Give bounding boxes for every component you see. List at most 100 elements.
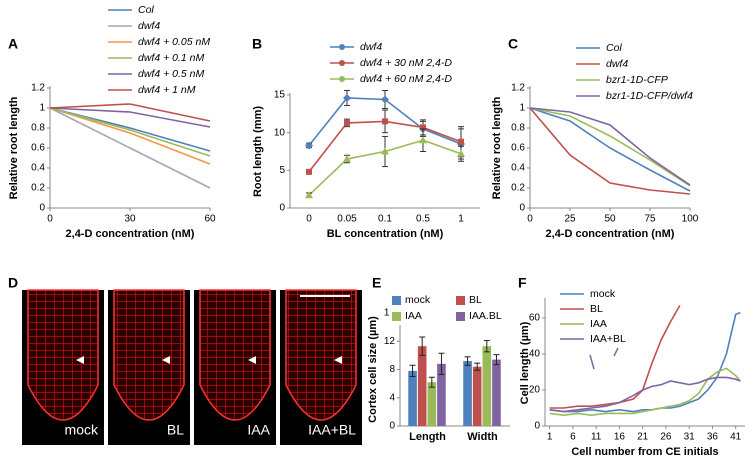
legend-marker bbox=[339, 76, 345, 82]
x-tick-label: 36 bbox=[707, 432, 719, 443]
line bbox=[49, 107, 211, 165]
y-tick-label: 0 bbox=[39, 203, 45, 214]
line bbox=[49, 107, 211, 157]
panel-letter: F bbox=[518, 275, 527, 291]
x-tick-label: 50 bbox=[604, 214, 616, 225]
y-tick-label: 0.8 bbox=[31, 123, 45, 134]
arrowhead bbox=[162, 356, 170, 364]
arrowhead bbox=[248, 356, 256, 364]
marker bbox=[305, 191, 313, 199]
legend-label: IAA.BL bbox=[469, 310, 502, 322]
legend-label: IAA bbox=[405, 310, 422, 322]
bar bbox=[417, 346, 427, 426]
x-tick-label: 0.5 bbox=[416, 214, 430, 225]
x-tick-label: Length bbox=[409, 431, 446, 443]
legend-label: dwf4 + 30 nM 2,4-D bbox=[360, 57, 452, 69]
bar bbox=[492, 359, 501, 426]
micrograph-panel: mock BL IAA IAA+BL bbox=[22, 289, 362, 445]
y-tick-label: 60 bbox=[529, 313, 541, 324]
panel-letter: B bbox=[252, 36, 262, 52]
legend-label: dwf4 + 60 nM 2,4-D bbox=[360, 73, 452, 85]
x-tick-label: 0.05 bbox=[337, 214, 357, 225]
legend-swatch bbox=[392, 312, 401, 321]
legend-label: dwf4 bbox=[138, 20, 160, 32]
y-tick-label: 40 bbox=[529, 349, 541, 360]
marker bbox=[458, 138, 464, 145]
x-tick-label: 0 bbox=[527, 214, 533, 225]
root-tip bbox=[199, 289, 271, 421]
marker bbox=[343, 155, 351, 163]
x-tick-label: 1 bbox=[458, 214, 464, 225]
legend-label: mock bbox=[590, 288, 616, 300]
bar bbox=[427, 382, 437, 426]
line bbox=[49, 107, 211, 128]
bar bbox=[437, 363, 446, 426]
y-axis-label: Relative root length bbox=[491, 96, 503, 199]
line bbox=[529, 107, 691, 187]
panel-letter: D bbox=[8, 275, 18, 291]
y-tick-label: 15 bbox=[274, 90, 286, 101]
line bbox=[529, 107, 691, 192]
y-axis-label: Root length (mm) bbox=[252, 106, 264, 197]
x-tick-label: 0 bbox=[47, 214, 53, 225]
y-tick-label: 4 bbox=[389, 392, 395, 403]
marker bbox=[306, 168, 312, 175]
y-tick-label: 20 bbox=[529, 385, 541, 396]
arrowhead bbox=[334, 356, 342, 364]
line bbox=[529, 107, 691, 195]
arrow bbox=[613, 347, 619, 357]
x-tick-label: 0.1 bbox=[378, 214, 392, 225]
bar bbox=[472, 366, 482, 426]
legend-label: bzr1-1D-CFP bbox=[606, 74, 668, 86]
legend-swatch bbox=[456, 312, 465, 321]
line bbox=[549, 311, 741, 413]
legend-label: IAA bbox=[590, 318, 607, 330]
legend-label: bzr1-1D-CFP/dwf4 bbox=[606, 90, 693, 102]
bar bbox=[482, 346, 492, 426]
y-axis-label: Relative root length bbox=[8, 96, 20, 199]
root-tip bbox=[285, 289, 357, 421]
line bbox=[49, 107, 211, 189]
y-tick-label: 0.4 bbox=[511, 163, 525, 174]
micrograph-label: IAA bbox=[247, 422, 270, 438]
x-tick-label: 25 bbox=[564, 214, 576, 225]
legend-label: IAA+BL bbox=[590, 333, 626, 345]
y-tick-label: 0.6 bbox=[31, 143, 45, 154]
x-tick-label: 0 bbox=[306, 214, 312, 225]
y-tick-label: 1.2 bbox=[511, 83, 525, 94]
legend-label: dwf4 bbox=[606, 58, 628, 70]
marker bbox=[381, 147, 389, 155]
legend-box bbox=[390, 291, 518, 325]
y-tick-label: 0 bbox=[389, 421, 395, 432]
marker bbox=[381, 95, 389, 104]
marker bbox=[382, 118, 388, 125]
y-tick-label: 0 bbox=[279, 203, 285, 214]
legend-label: BL bbox=[590, 303, 603, 315]
marker bbox=[457, 149, 465, 157]
x-tick-label: 31 bbox=[684, 432, 696, 443]
marker bbox=[420, 124, 426, 131]
y-tick-label: 0.6 bbox=[511, 143, 525, 154]
legend-marker bbox=[339, 44, 345, 50]
line bbox=[529, 107, 691, 186]
y-tick-label: 12 bbox=[384, 336, 396, 347]
panel-letter: E bbox=[372, 275, 381, 291]
x-tick-label: 26 bbox=[660, 432, 672, 443]
y-tick-label: 0.8 bbox=[511, 123, 525, 134]
y-tick-label: 0 bbox=[519, 203, 525, 214]
legend-swatch bbox=[456, 296, 465, 305]
x-tick-label: 11 bbox=[591, 432, 602, 443]
y-tick-label: 5 bbox=[279, 165, 285, 176]
panel-letter: A bbox=[8, 36, 18, 52]
marker bbox=[343, 94, 351, 103]
x-axis-label: Cell number from CE initials bbox=[571, 446, 718, 458]
legend-label: dwf4 bbox=[360, 41, 382, 53]
x-tick-label: 75 bbox=[644, 214, 656, 225]
legend-label: dwf4 + 0.05 nM bbox=[138, 36, 210, 48]
legend-label: Col bbox=[606, 42, 622, 54]
root-tip bbox=[113, 289, 185, 421]
marker bbox=[419, 136, 427, 144]
legend-label: dwf4 + 0.1 nM bbox=[138, 52, 204, 64]
x-tick-label: 100 bbox=[682, 214, 699, 225]
